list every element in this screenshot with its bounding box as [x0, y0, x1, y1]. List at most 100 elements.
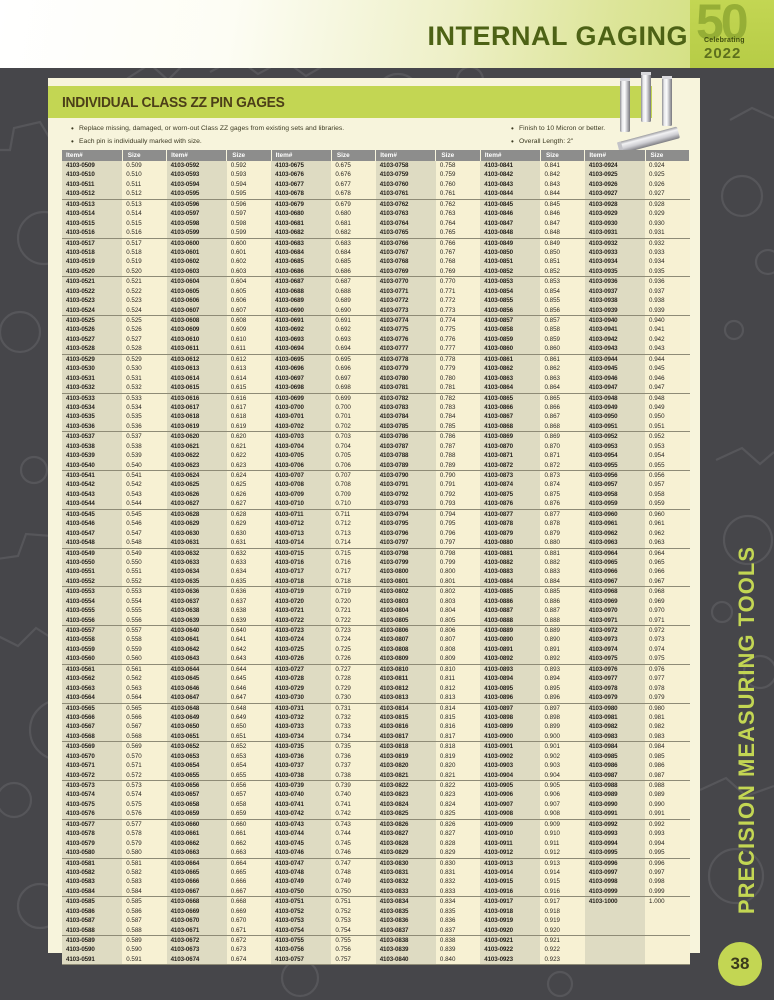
table-row: 4103-0562 0.562 4103-0645 0.645 4103-0728 0.7…	[62, 674, 690, 684]
cell-size-value: 0.860	[540, 344, 585, 355]
cell-size-value: 0.714	[331, 538, 376, 549]
cell-item-number: 4103-0748	[271, 867, 332, 878]
cell-size-value: 0.962	[645, 528, 690, 539]
cell-item-number: 4103-0862	[480, 364, 541, 374]
cell-size-value: 0.829	[435, 848, 481, 859]
cell-item-number: 4103-0696	[271, 364, 332, 374]
cell-item-number: 4103-0516	[62, 228, 123, 239]
cell-empty	[584, 935, 646, 946]
cell-item-number: 4103-0778	[375, 354, 436, 365]
cell-size-value: 0.550	[122, 557, 167, 568]
cell-item-number: 4103-0802	[375, 586, 436, 597]
cell-size-value: 0.957	[645, 480, 690, 490]
cell-item-number: 4103-0548	[62, 538, 123, 549]
cell-size-value: 0.614	[226, 373, 272, 384]
cell-item-number: 4103-0843	[480, 179, 541, 190]
cell-size-value: 0.547	[122, 528, 167, 539]
cell-size-value: 0.916	[540, 886, 585, 898]
pin-gage-table-container: Item# Size Item# Size Item# Size Item# Size Item…	[62, 150, 691, 966]
cell-size-value: 0.980	[645, 703, 690, 713]
cell-size-value: 0.661	[226, 829, 272, 839]
cell-item-number: 4103-0925	[584, 170, 646, 180]
cell-item-number: 4103-0837	[375, 925, 436, 936]
cell-item-number: 4103-0809	[375, 654, 436, 665]
cell-size-value: 0.624	[226, 470, 272, 481]
cell-size-value: 0.738	[331, 770, 376, 781]
cell-size-value: 0.838	[435, 935, 481, 946]
cell-size-value: 0.609	[226, 325, 272, 335]
cell-item-number: 4103-0604	[166, 276, 227, 287]
cell-item-number: 4103-0660	[166, 819, 227, 830]
cell-item-number: 4103-0544	[62, 499, 123, 510]
cell-item-number: 4103-0750	[271, 886, 332, 898]
cell-item-number: 4103-0771	[375, 286, 436, 297]
cell-item-number: 4103-0606	[166, 296, 227, 306]
cell-item-number: 4103-0999	[584, 886, 646, 898]
cell-item-number: 4103-0650	[166, 722, 227, 732]
cell-size-value: 0.815	[435, 712, 481, 723]
cell-size-value: 0.576	[122, 809, 167, 820]
cell-size-value: 0.697	[331, 373, 376, 384]
cell-item-number: 4103-0798	[375, 548, 436, 558]
cell-size-value: 0.556	[122, 615, 167, 626]
cell-item-number: 4103-0949	[584, 402, 646, 413]
cell-item-number: 4103-0622	[166, 451, 227, 461]
table-row: 4103-0520 0.520 4103-0603 0.603 4103-0686 0.6…	[62, 266, 690, 278]
cell-size-value: 0.540	[122, 460, 167, 471]
cell-item-number: 4103-0695	[271, 354, 332, 365]
table-row: 4103-0560 0.560 4103-0643 0.643 4103-0726 0.7…	[62, 654, 690, 665]
cell-size-value: 0.793	[435, 499, 481, 510]
cell-size-value: 0.757	[331, 954, 376, 966]
cell-item-number: 4103-0736	[271, 751, 332, 762]
cell-size-value: 0.552	[122, 576, 167, 588]
cell-size-value: 0.970	[645, 606, 690, 616]
cell-item-number: 4103-0719	[271, 586, 332, 597]
cell-size-value: 0.921	[540, 935, 585, 946]
cell-size-value: 0.694	[331, 344, 376, 355]
cell-size-value: 0.601	[226, 247, 272, 258]
cell-item-number: 4103-0625	[166, 480, 227, 490]
cell-size-value: 0.929	[645, 209, 690, 219]
cell-size-value: 0.668	[226, 896, 272, 907]
anniversary-number: 50	[696, 0, 749, 50]
cell-size-value: 0.518	[122, 247, 167, 258]
cell-size-value: 0.743	[331, 819, 376, 830]
cell-item-number: 4103-0884	[480, 576, 541, 588]
cell-size-value: 0.528	[122, 344, 167, 355]
cell-size-value: 0.947	[645, 383, 690, 394]
cell-item-number: 4103-0689	[271, 296, 332, 306]
anniversary-logo: 50 Celebrating 2022	[690, 0, 774, 68]
cell-item-number: 4103-0597	[166, 209, 227, 219]
cell-item-number: 4103-0595	[166, 189, 227, 200]
cell-size-value: 0.622	[226, 451, 272, 461]
cell-size-value: 0.982	[645, 722, 690, 732]
cell-size-value: 0.820	[435, 761, 481, 771]
cell-size-value: 0.585	[122, 896, 167, 907]
cell-size-value: 0.882	[540, 557, 585, 568]
cell-size-value: 0.516	[122, 228, 167, 239]
cell-item-number: 4103-0863	[480, 373, 541, 384]
cell-size-value: 0.617	[226, 402, 272, 413]
cell-item-number: 4103-0731	[271, 703, 332, 713]
cell-item-number: 4103-0511	[62, 179, 123, 190]
cell-item-number: 4103-0718	[271, 576, 332, 588]
table-row: 4103-0543 0.543 4103-0626 0.626 4103-0709 0.7…	[62, 489, 690, 500]
cell-size-value: 0.845	[540, 199, 585, 210]
table-row: 4103-0541 0.541 4103-0624 0.624 4103-0707 0.7…	[62, 470, 690, 481]
cell-item-number: 4103-0716	[271, 557, 332, 568]
cell-item-number: 4103-0943	[584, 344, 646, 355]
cell-size-value: 0.995	[645, 848, 690, 859]
cell-size-value: 0.570	[122, 751, 167, 762]
cell-size-value: 0.754	[331, 925, 376, 936]
cell-item-number: 4103-0690	[271, 305, 332, 316]
cell-size-value: 0.841	[540, 161, 585, 171]
cell-item-number: 4103-0701	[271, 412, 332, 422]
cell-size-value: 0.753	[331, 916, 376, 926]
cell-size-value: 0.956	[645, 470, 690, 481]
cell-size-value: 0.964	[645, 548, 690, 558]
cell-item-number: 4103-0693	[271, 334, 332, 345]
cell-item-number: 4103-0869	[480, 431, 541, 442]
cell-item-number: 4103-0758	[375, 161, 436, 171]
cell-size-value: 0.647	[226, 693, 272, 704]
cell-size-value: 0.750	[331, 886, 376, 898]
